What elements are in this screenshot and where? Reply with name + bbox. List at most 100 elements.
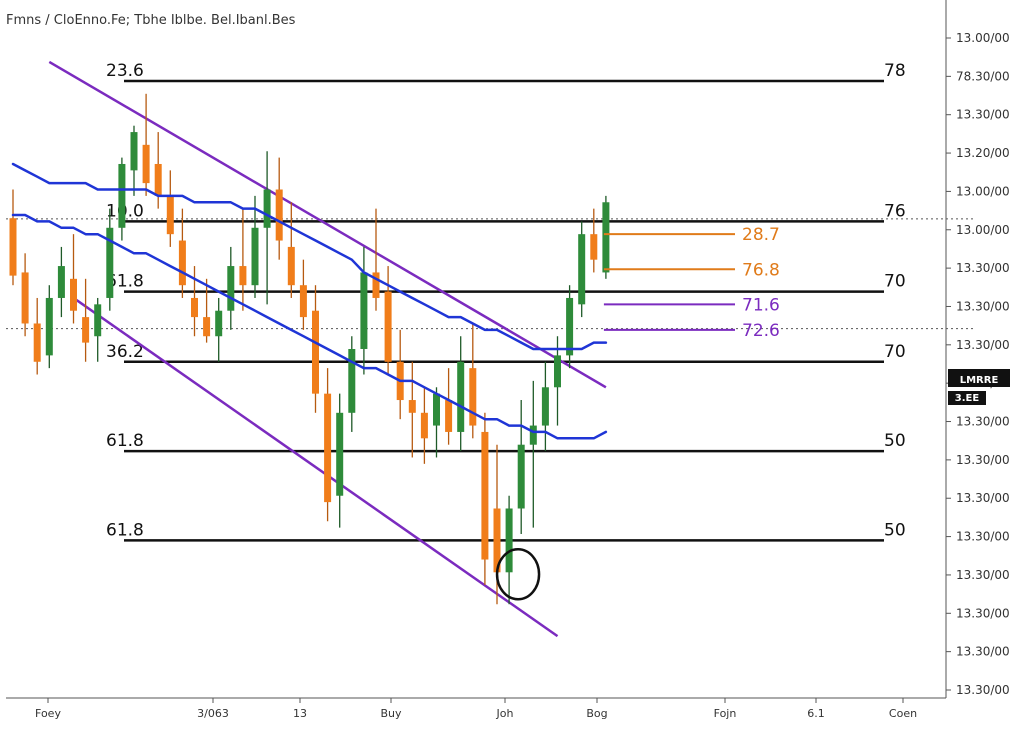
price-tick-label-1: 78.30/00	[956, 69, 1010, 83]
channel-line-1	[72, 296, 559, 638]
candle-body-42	[517, 444, 525, 509]
annotation-label-2: 71.6	[742, 295, 780, 315]
candle-body-49	[602, 202, 610, 273]
price-tick-label-11: 13.30/00	[956, 453, 1010, 467]
candle-body-39	[481, 431, 489, 560]
time-tick-label-7: 6.1	[807, 707, 825, 720]
candle-body-33	[408, 400, 416, 413]
candle-body-16	[203, 317, 211, 337]
time-tick-label-3: Buy	[380, 707, 402, 720]
time-tick-label-0: Foey	[35, 707, 61, 720]
moving-averages	[11, 162, 608, 440]
candle-body-11	[142, 144, 150, 184]
candle-body-38	[469, 368, 477, 426]
price-tick-label-10: 13.30/00	[956, 415, 1010, 429]
candle-body-24	[299, 285, 307, 318]
candle-body-0	[9, 218, 17, 276]
candle-body-12	[154, 163, 162, 196]
candle-body-30	[372, 272, 380, 298]
candle-body-1	[21, 272, 29, 324]
chart-title: Fmns / CloEnno.Fe; Tbhe Iblbe. Bel.Ibanl…	[6, 13, 296, 28]
candle-body-36	[445, 400, 453, 432]
candle-body-14	[178, 240, 186, 286]
candle-body-29	[360, 272, 368, 349]
time-tick-label-6: Fojn	[714, 707, 737, 720]
channel-line-0	[48, 60, 607, 389]
candle-body-40	[493, 508, 501, 573]
candle-body-34	[420, 412, 428, 439]
price-tick-label-5: 13.00/00	[956, 223, 1010, 237]
candle-body-46	[566, 297, 574, 356]
fib-left-label-5: 61.8	[106, 520, 144, 540]
candle-body-20	[251, 227, 259, 286]
fib-right-label-4: 50	[884, 431, 906, 451]
moving-average-0	[11, 162, 608, 351]
price-tick-label-4: 13.00/00	[956, 184, 1010, 198]
candle-body-28	[348, 349, 356, 413]
fib-left-label-0: 23.6	[106, 61, 144, 81]
price-tag-label-1: 3.EE	[955, 393, 980, 404]
candle-body-13	[166, 195, 174, 235]
fib-right-label-0: 78	[884, 61, 906, 81]
fib-right-label-3: 70	[884, 342, 906, 362]
price-tick-label-14: 13.30/00	[956, 568, 1010, 582]
candle-body-35	[433, 393, 440, 426]
axes: 13.00/00 78.30/00 13.30/00 13.20/00 13.00/00…	[6, 0, 1010, 720]
candle-body-21	[263, 189, 271, 228]
candle-body-15	[191, 297, 198, 318]
annotation-label-0: 28.7	[742, 225, 780, 245]
candle-body-26	[324, 393, 332, 503]
fib-left-label-2: 61.8	[106, 272, 144, 292]
candle-body-4	[57, 266, 65, 298]
annotation-label-1: 76.8	[742, 260, 780, 280]
fib-right-label-2: 70	[884, 272, 906, 292]
fib-right-label-1: 76	[884, 201, 906, 221]
candle-body-3	[45, 297, 53, 356]
candle-body-31	[384, 291, 392, 362]
candle-body-10	[130, 132, 138, 171]
candle-body-25	[312, 310, 319, 394]
candle-body-5	[70, 278, 77, 311]
candle-body-22	[275, 189, 283, 241]
price-tick-label-3: 13.20/00	[956, 146, 1010, 160]
candle-body-23	[287, 246, 295, 286]
price-tag-bg-0	[948, 369, 1010, 387]
candle-body-47	[578, 234, 586, 305]
candle-body-41	[505, 508, 513, 573]
candle-body-44	[541, 387, 549, 426]
time-tick-label-1: 3/063	[197, 707, 229, 720]
channel-lines	[48, 60, 607, 638]
price-tick-label-7: 13.30/00	[956, 299, 1010, 313]
candle-body-2	[33, 323, 41, 362]
price-tick-label-13: 13.30/00	[956, 530, 1010, 544]
time-tick-label-5: Bog	[586, 707, 607, 720]
price-tick-label-2: 13.30/00	[956, 108, 1010, 122]
time-tick-label-8: Coen	[889, 707, 917, 720]
price-tick-label-15: 13.30/00	[956, 606, 1010, 620]
candle-body-48	[590, 234, 598, 260]
price-tick-label-6: 13.30/00	[956, 261, 1010, 275]
price-tag-bg-1	[948, 391, 986, 405]
circle-marker	[495, 548, 541, 601]
candle-body-8	[106, 227, 114, 298]
candle-body-45	[554, 355, 561, 388]
moving-average-1	[11, 213, 608, 440]
fib-left-label-3: 36.2	[106, 342, 144, 362]
candle-body-9	[118, 163, 126, 228]
annotation-label-3: 72.6	[742, 321, 780, 341]
candle-body-17	[215, 310, 223, 337]
price-tick-label-16: 13.30/00	[956, 645, 1010, 659]
price-tick-label-17: 13.30/00	[956, 683, 1010, 697]
time-tick-label-2: 13	[293, 707, 307, 720]
candle-body-6	[82, 317, 90, 343]
candle-body-27	[336, 412, 344, 496]
candle-body-19	[239, 266, 247, 286]
price-tick-label-8: 13.30/00	[956, 338, 1010, 352]
fib-left-label-4: 61.8	[106, 431, 144, 451]
fib-right-label-5: 50	[884, 520, 906, 540]
time-tick-label-4: Joh	[496, 707, 514, 720]
candle-body-43	[529, 425, 537, 445]
